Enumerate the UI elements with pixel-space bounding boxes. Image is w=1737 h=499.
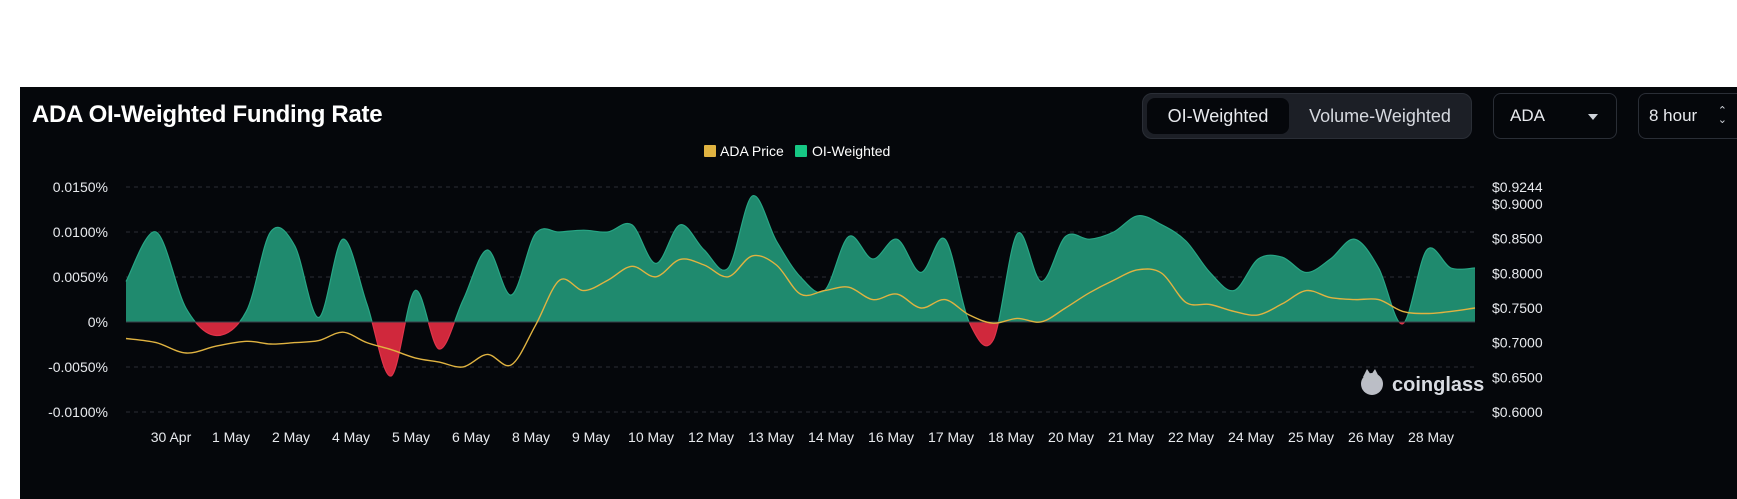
x-tick-label: 1 May <box>212 429 250 445</box>
y-left-tick-label: 0.0150% <box>53 179 108 195</box>
tab-oi-weighted[interactable]: OI-Weighted <box>1147 98 1289 134</box>
x-tick-label: 12 May <box>688 429 734 445</box>
legend-label-oi-weighted: OI-Weighted <box>812 143 890 159</box>
oi-weighted-area-positive <box>126 195 1475 322</box>
coinglass-logo-icon <box>1361 369 1383 395</box>
weighting-toggle: OI-Weighted Volume-Weighted <box>1142 93 1472 139</box>
x-tick-label: 4 May <box>332 429 370 445</box>
page-title: ADA OI-Weighted Funding Rate <box>32 101 383 128</box>
x-tick-label: 16 May <box>868 429 914 445</box>
x-tick-label: 17 May <box>928 429 974 445</box>
x-tick-label: 22 May <box>1168 429 1214 445</box>
y-left-tick-label: -0.0100% <box>48 404 108 420</box>
x-tick-label: 20 May <box>1048 429 1094 445</box>
x-tick-label: 28 May <box>1408 429 1454 445</box>
x-tick-label: 26 May <box>1348 429 1394 445</box>
coin-select[interactable]: ADA <box>1493 93 1617 139</box>
coin-select-value: ADA <box>1510 106 1545 125</box>
legend-swatch-ada-price <box>704 145 716 157</box>
chevron-down-icon <box>1588 114 1598 120</box>
y-left-tick-label: -0.0050% <box>48 359 108 375</box>
interval-select-value: 8 hour <box>1649 106 1698 125</box>
x-tick-label: 9 May <box>572 429 610 445</box>
x-tick-label: 13 May <box>748 429 794 445</box>
x-tick-label: 8 May <box>512 429 550 445</box>
x-tick-label: 2 May <box>272 429 310 445</box>
x-tick-label: 24 May <box>1228 429 1274 445</box>
x-tick-label: 21 May <box>1108 429 1154 445</box>
chart-panel: 0.0150% 0.0100% 0.0050% 0% -0.0050% -0.0100% $… <box>20 87 1737 499</box>
x-tick-label: 5 May <box>392 429 430 445</box>
y-right-tick-label: $0.7500 <box>1492 300 1543 316</box>
oi-weighted-line-positive <box>125 195 1476 322</box>
y-left-tick-label: 0.0050% <box>53 269 108 285</box>
x-tick-label: 25 May <box>1288 429 1334 445</box>
y-right-tick-label: $0.8000 <box>1492 265 1543 281</box>
legend-swatch-oi-weighted <box>795 145 807 157</box>
y-left-tick-label: 0% <box>88 314 108 330</box>
y-right-tick-label: $0.9000 <box>1492 196 1543 212</box>
interval-select[interactable]: 8 hour ⌃ ⌄ <box>1638 93 1737 139</box>
funding-rate-chart: 0.0150% 0.0100% 0.0050% 0% -0.0050% -0.0100% $… <box>48 143 1543 445</box>
x-tick-label: 18 May <box>988 429 1034 445</box>
tab-volume-weighted[interactable]: Volume-Weighted <box>1309 105 1451 126</box>
watermark-text: coinglass <box>1392 374 1484 396</box>
y-left-tick-label: 0.0100% <box>53 224 108 240</box>
y-right-tick-label: $0.6000 <box>1492 404 1543 420</box>
oi-weighted-area-negative <box>126 322 1475 377</box>
y-right-tick-label: $0.9244 <box>1492 179 1543 195</box>
legend-label-ada-price: ADA Price <box>720 143 784 159</box>
y-right-tick-label: $0.6500 <box>1492 369 1543 385</box>
x-tick-label: 6 May <box>452 429 490 445</box>
y-right-tick-label: $0.8500 <box>1492 231 1543 247</box>
y-right-tick-label: $0.7000 <box>1492 335 1543 351</box>
updown-arrows-icon: ⌃ ⌄ <box>1717 105 1727 126</box>
ada-price-line <box>125 254 1476 368</box>
x-tick-label: 10 May <box>628 429 674 445</box>
x-tick-label: 30 Apr <box>151 429 192 445</box>
x-tick-label: 14 May <box>808 429 854 445</box>
